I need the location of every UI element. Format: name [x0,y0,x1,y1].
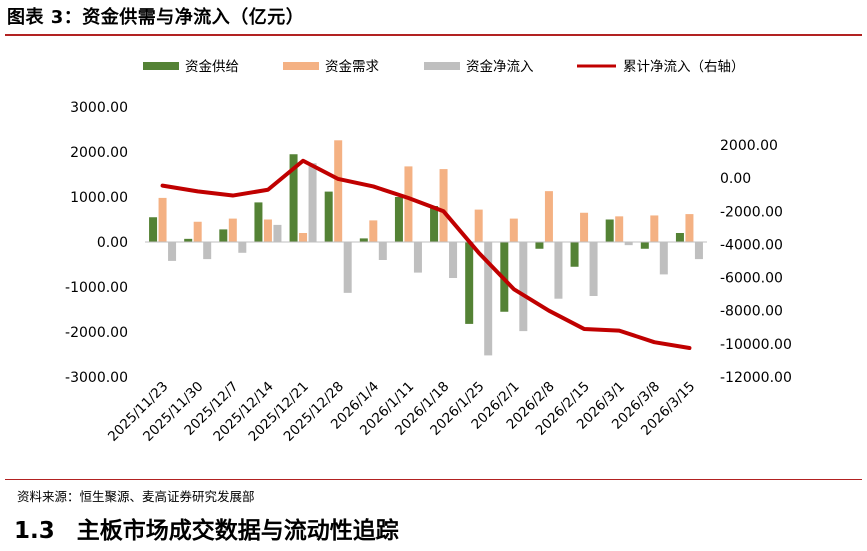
left-axis-tick-label: -1000.00 [65,280,128,296]
left-axis-tick-label: 1000.00 [70,190,128,206]
net-bar [238,242,247,253]
supply-bar [570,242,579,267]
chart: 资金供给 资金需求 资金净流入 累计净流入（右轴） 3000.00 2000.00… [65,59,792,445]
right-axis-tick-label: -8000.00 [720,304,783,320]
left-axis-tick-label: -3000.00 [65,370,128,386]
supply-bar [289,154,298,242]
supply-bar [675,233,684,242]
supply-bar [254,202,263,242]
legend: 资金供给 资金需求 资金净流入 累计净流入（右轴） [143,59,745,75]
left-axis-tick-label: -2000.00 [65,325,128,341]
legend-label-demand: 资金需求 [325,59,379,75]
right-axis-tick-label: -12000.00 [720,370,792,386]
net-bar [624,242,633,246]
demand-bar [615,216,624,242]
net-bar [519,242,528,332]
net-bar [378,242,387,260]
supply-bar [324,191,333,242]
cumulative-line-group [160,158,692,350]
net-bar [449,242,458,278]
x-axis: 2025/11/232025/11/302025/12/72025/12/142… [105,379,698,445]
demand-bar [404,166,413,242]
right-axis-tick-label: -6000.00 [720,271,783,287]
source-note: 资料来源：恒生聚源、麦高证券研究发展部 [17,489,255,504]
supply-bar [535,242,544,249]
net-bar [659,242,668,275]
supply-bar [640,242,649,249]
legend-label-supply: 资金供给 [185,59,239,75]
legend-label-net: 资金净流入 [466,59,534,75]
section-number: 1.3 [14,518,55,544]
right-axis-tick-label: -10000.00 [720,337,792,353]
demand-bar [509,218,518,242]
net-bar [203,242,212,260]
supply-bar [219,229,228,242]
title-rule [5,34,862,36]
demand-bar [650,215,659,242]
cumulative-line [160,158,692,350]
net-bar [168,242,177,261]
legend-swatch-net [424,62,460,70]
right-axis-tick-label: -2000.00 [720,204,783,220]
supply-bar [465,242,474,324]
net-bar [413,242,422,273]
demand-bar [544,191,553,242]
net-bar [484,242,493,356]
demand-bar [474,209,483,242]
net-bar [273,224,282,242]
demand-bar [334,140,343,242]
left-axis-tick-label: 3000.00 [70,100,128,116]
left-axis: 3000.00 2000.00 1000.00 0.00 -1000.00 -2000.0… [65,100,128,386]
demand-bar [158,197,167,242]
supply-bar [149,217,158,242]
legend-swatch-demand [283,62,319,70]
right-axis-tick-label: 2000.00 [720,138,778,154]
net-bar [589,242,598,296]
legend-swatch-supply [143,62,179,70]
supply-bar [430,206,439,242]
demand-bar [263,219,272,242]
left-axis-tick-label: 2000.00 [70,145,128,161]
demand-bar [685,214,694,242]
section-heading: 1.3 主板市场成交数据与流动性追踪 [14,511,399,545]
supply-bar [605,219,614,242]
demand-bar [369,220,378,242]
supply-bar [359,238,368,242]
left-axis-tick-label: 0.00 [97,235,128,251]
right-axis: 2000.00 0.00 -2000.00 -4000.00 -6000.00 -8000… [720,138,792,386]
source-rule [5,479,862,480]
net-bar [554,242,563,299]
demand-bar [228,218,237,242]
supply-bar [184,238,193,242]
demand-bar [439,169,448,242]
bars [149,140,703,356]
supply-bar [394,197,403,242]
legend-label-cumulative: 累计净流入（右轴） [623,59,745,75]
section-title: 主板市场成交数据与流动性追踪 [76,518,399,544]
net-bar [343,242,352,293]
figure-title: 图表 3：资金供需与净流入（亿元） [7,7,305,28]
demand-bar [299,233,308,242]
net-bar [694,242,703,260]
right-axis-tick-label: -4000.00 [720,237,783,253]
net-bar [308,163,317,242]
demand-bar [193,221,202,242]
demand-bar [580,212,589,242]
right-axis-tick-label: 0.00 [720,171,751,187]
